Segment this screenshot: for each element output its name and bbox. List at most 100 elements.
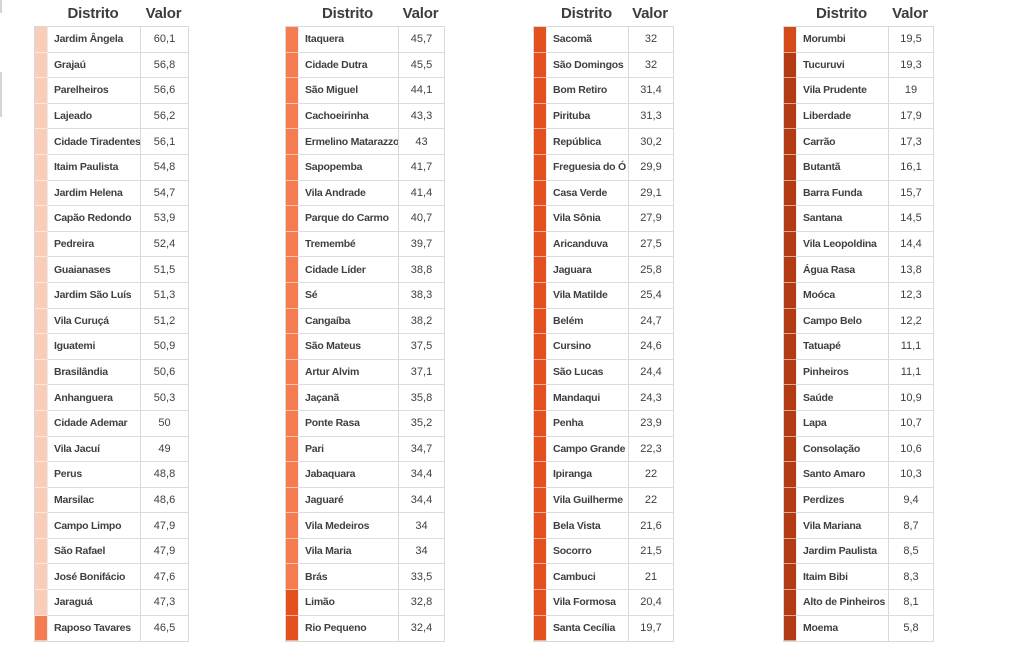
table-row[interactable]: Jabaquara 34,4 (286, 462, 444, 488)
table-row[interactable]: Alto de Pinheiros 8,1 (784, 590, 933, 616)
table-row[interactable]: José Bonifácio 47,6 (35, 564, 188, 591)
table-row[interactable]: Raposo Tavares 46,5 (35, 615, 188, 642)
table-row[interactable]: Consolação 10,6 (784, 436, 933, 463)
table-row[interactable]: Lapa 10,7 (784, 410, 933, 437)
table-row[interactable]: Vila Formosa 20,4 (534, 590, 673, 616)
table-row[interactable]: Ponte Rasa 35,2 (286, 410, 444, 437)
table-row[interactable]: Marsilac 48,6 (35, 487, 188, 514)
table-row[interactable]: Vila Leopoldina 14,4 (784, 231, 933, 258)
table-row[interactable]: Vila Sônia 27,9 (534, 206, 673, 232)
table-row[interactable]: Vila Medeiros 34 (286, 513, 444, 539)
table-row[interactable]: Pari 34,7 (286, 436, 444, 463)
table-row[interactable]: Iguatemi 50,9 (35, 334, 188, 360)
table-row[interactable]: Casa Verde 29,1 (534, 180, 673, 207)
value-column-header[interactable]: Valor (145, 4, 182, 22)
value-column-header[interactable]: Valor (402, 4, 439, 22)
table-row[interactable]: Grajaú 56,8 (35, 52, 188, 79)
table-row[interactable]: Vila Curuçá 51,2 (35, 308, 188, 335)
table-row[interactable]: São Domingos 32 (534, 52, 673, 79)
table-row[interactable]: Cursino 24,6 (534, 334, 673, 360)
table-row[interactable]: Jaguara 25,8 (534, 257, 673, 283)
table-row[interactable]: Cidade Tiradentes 56,1 (35, 129, 188, 155)
table-row[interactable]: Anhanguera 50,3 (35, 385, 188, 411)
table-row[interactable]: Brasilândia 50,6 (35, 359, 188, 386)
table-row[interactable]: Santana 14,5 (784, 206, 933, 232)
table-row[interactable]: Campo Belo 12,2 (784, 308, 933, 335)
table-row[interactable]: Vila Jacuí 49 (35, 436, 188, 463)
district-column-header[interactable]: Distrito (561, 4, 612, 22)
district-column-header[interactable]: Distrito (816, 4, 867, 22)
table-row[interactable]: Água Rasa 13,8 (784, 257, 933, 283)
table-row[interactable]: Pedreira 52,4 (35, 231, 188, 258)
table-row[interactable]: Itaim Bibi 8,3 (784, 564, 933, 591)
table-row[interactable]: Cidade Dutra 45,5 (286, 52, 444, 79)
table-row[interactable]: Bela Vista 21,6 (534, 513, 673, 539)
table-row[interactable]: Morumbi 19,5 (784, 27, 933, 53)
table-row[interactable]: Vila Mariana 8,7 (784, 513, 933, 539)
district-column-header[interactable]: Distrito (322, 4, 373, 22)
table-row[interactable]: Penha 23,9 (534, 410, 673, 437)
table-row[interactable]: São Rafael 47,9 (35, 538, 188, 565)
table-row[interactable]: Campo Grande 22,3 (534, 436, 673, 463)
table-row[interactable]: Jardim Paulista 8,5 (784, 538, 933, 565)
table-row[interactable]: Limão 32,8 (286, 590, 444, 616)
table-row[interactable]: Jardim São Luís 51,3 (35, 282, 188, 309)
table-row[interactable]: Itaquera 45,7 (286, 27, 444, 53)
table-row[interactable]: Parelheiros 56,6 (35, 78, 188, 104)
table-row[interactable]: São Miguel 44,1 (286, 78, 444, 104)
table-row[interactable]: Cambuci 21 (534, 564, 673, 591)
table-row[interactable]: Cidade Líder 38,8 (286, 257, 444, 283)
table-row[interactable]: Perus 48,8 (35, 462, 188, 488)
table-row[interactable]: Cidade Ademar 50 (35, 410, 188, 437)
table-row[interactable]: Ermelino Matarazzo 43 (286, 129, 444, 155)
table-row[interactable]: Tucuruvi 19,3 (784, 52, 933, 79)
table-row[interactable]: Jaguaré 34,4 (286, 487, 444, 514)
table-row[interactable]: Mandaqui 24,3 (534, 385, 673, 411)
table-row[interactable]: Jaraguá 47,3 (35, 590, 188, 616)
value-column-header[interactable]: Valor (632, 4, 668, 22)
table-row[interactable]: Vila Maria 34 (286, 538, 444, 565)
table-row[interactable]: Socorro 21,5 (534, 538, 673, 565)
table-row[interactable]: Liberdade 17,9 (784, 103, 933, 130)
table-row[interactable]: Vila Guilherme 22 (534, 487, 673, 514)
table-row[interactable]: Butantã 16,1 (784, 154, 933, 181)
table-row[interactable]: Vila Matilde 25,4 (534, 282, 673, 309)
table-row[interactable]: Moema 5,8 (784, 615, 933, 642)
table-row[interactable]: Moóca 12,3 (784, 282, 933, 309)
table-row[interactable]: Perdizes 9,4 (784, 487, 933, 514)
table-row[interactable]: Sé 38,3 (286, 282, 444, 309)
table-row[interactable]: São Lucas 24,4 (534, 359, 673, 386)
table-row[interactable]: Cachoeirinha 43,3 (286, 103, 444, 130)
table-row[interactable]: Sacomã 32 (534, 27, 673, 53)
table-row[interactable]: Bom Retiro 31,4 (534, 78, 673, 104)
table-row[interactable]: Pinheiros 11,1 (784, 359, 933, 386)
table-row[interactable]: Brás 33,5 (286, 564, 444, 591)
table-row[interactable]: Santa Cecília 19,7 (534, 615, 673, 642)
table-row[interactable]: Guaianases 51,5 (35, 257, 188, 283)
table-row[interactable]: Capão Redondo 53,9 (35, 206, 188, 232)
table-row[interactable]: Jaçanã 35,8 (286, 385, 444, 411)
district-column-header[interactable]: Distrito (67, 4, 119, 22)
table-row[interactable]: Sapopemba 41,7 (286, 154, 444, 181)
table-row[interactable]: Itaim Paulista 54,8 (35, 154, 188, 181)
table-row[interactable]: Parque do Carmo 40,7 (286, 206, 444, 232)
table-row[interactable]: Freguesia do Ó 29,9 (534, 154, 673, 181)
table-row[interactable]: Barra Funda 15,7 (784, 180, 933, 207)
table-row[interactable]: São Mateus 37,5 (286, 334, 444, 360)
table-row[interactable]: Carrão 17,3 (784, 129, 933, 155)
table-row[interactable]: Campo Limpo 47,9 (35, 513, 188, 539)
table-row[interactable]: Rio Pequeno 32,4 (286, 615, 444, 642)
table-row[interactable]: Belém 24,7 (534, 308, 673, 335)
table-row[interactable]: República 30,2 (534, 129, 673, 155)
table-row[interactable]: Tremembé 39,7 (286, 231, 444, 258)
value-column-header[interactable]: Valor (892, 4, 928, 22)
table-row[interactable]: Aricanduva 27,5 (534, 231, 673, 258)
table-row[interactable]: Jardim Helena 54,7 (35, 180, 188, 207)
table-row[interactable]: Vila Prudente 19 (784, 78, 933, 104)
table-row[interactable]: Ipiranga 22 (534, 462, 673, 488)
table-row[interactable]: Santo Amaro 10,3 (784, 462, 933, 488)
table-row[interactable]: Tatuapé 11,1 (784, 334, 933, 360)
table-row[interactable]: Pirituba 31,3 (534, 103, 673, 130)
table-row[interactable]: Lajeado 56,2 (35, 103, 188, 130)
table-row[interactable]: Vila Andrade 41,4 (286, 180, 444, 207)
